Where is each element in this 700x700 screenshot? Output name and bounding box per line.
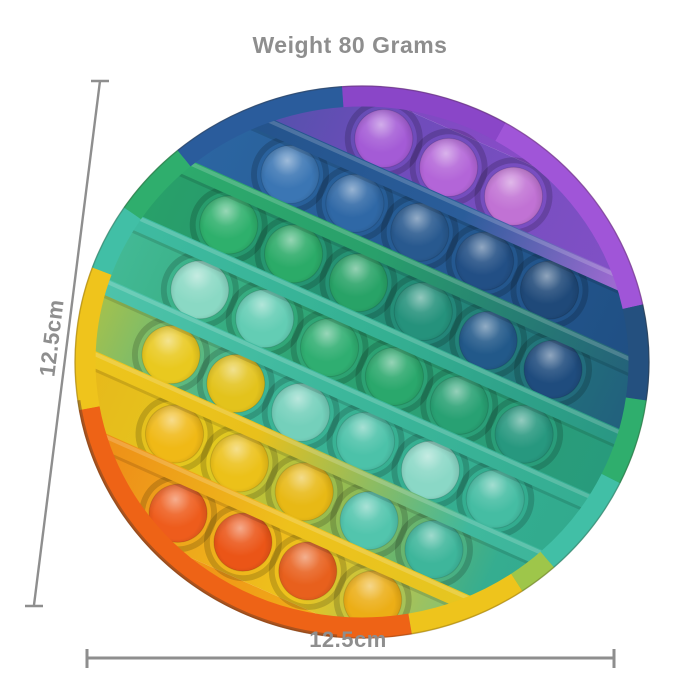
- bubble: [251, 135, 330, 214]
- bubble: [268, 532, 347, 611]
- bubble: [330, 481, 409, 560]
- rim-segment: [177, 86, 344, 167]
- bubble: [333, 560, 412, 638]
- width-dimension-label: 12.5cm: [309, 627, 387, 652]
- vertical-dimension-line: [25, 79, 109, 608]
- rim-segment: [622, 304, 650, 401]
- bubble: [394, 510, 473, 589]
- bubble: [139, 474, 218, 553]
- bubble: [315, 164, 394, 243]
- bubble: [420, 366, 499, 445]
- ridge: [75, 320, 621, 599]
- bubble: [254, 214, 333, 293]
- ridge: [75, 385, 592, 638]
- rim-segment: [91, 207, 142, 275]
- weight-label: Weight 80 Grams: [252, 32, 448, 58]
- bubble: [445, 222, 524, 301]
- ridge: [75, 190, 649, 469]
- bubble: [131, 315, 210, 394]
- rim-segment: [408, 573, 523, 635]
- rim-segment: [540, 473, 621, 568]
- rim-segment: [78, 406, 412, 639]
- ridge: [75, 255, 649, 534]
- horizontal-dimension-line: [85, 649, 616, 668]
- bubble: [344, 99, 423, 178]
- toy-edge-shadow: [77, 400, 338, 638]
- bubble: [456, 460, 535, 539]
- bubble: [474, 157, 553, 236]
- rim-segment: [341, 85, 506, 141]
- rim-segment: [601, 397, 647, 484]
- ridge: [132, 86, 649, 339]
- bubble: [319, 243, 398, 322]
- bubble: [196, 344, 275, 423]
- ridge: [103, 125, 649, 404]
- bubble: [510, 251, 589, 330]
- bubble: [135, 394, 214, 473]
- rim-segment: [511, 551, 555, 592]
- bubble: [326, 402, 405, 481]
- rim-segment: [123, 150, 191, 220]
- rim-segment: [74, 267, 112, 411]
- bubble: [384, 272, 463, 351]
- rim-segment: [495, 122, 644, 310]
